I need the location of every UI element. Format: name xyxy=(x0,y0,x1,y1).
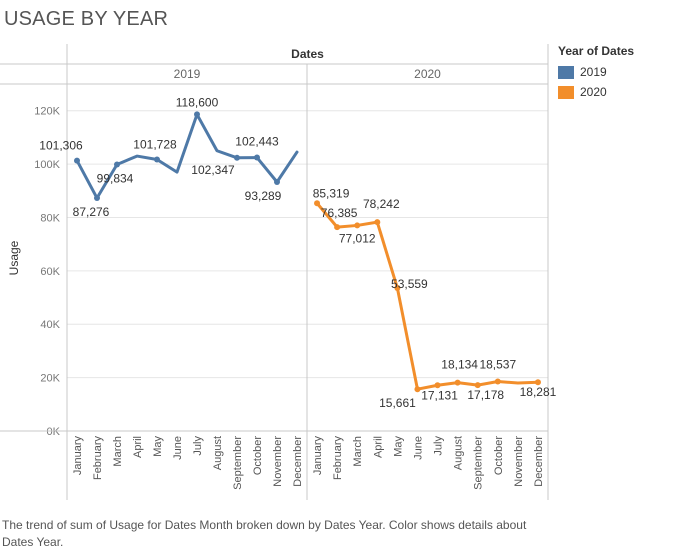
data-label-2020: 78,242 xyxy=(363,197,400,211)
data-label-2020: 17,178 xyxy=(467,388,504,402)
data-point-2019 xyxy=(94,195,100,202)
data-label-2020: 18,537 xyxy=(479,358,516,372)
legend-swatch-2020 xyxy=(558,85,574,99)
y-tick-label: 40K xyxy=(40,319,60,331)
data-label-2020: 15,661 xyxy=(379,396,416,410)
data-point-2019 xyxy=(74,157,80,164)
y-tick-label: 60K xyxy=(40,266,60,278)
data-label-2019: 93,289 xyxy=(245,189,282,203)
data-label-2019: 118,600 xyxy=(176,95,219,109)
data-label-2020: 17,131 xyxy=(421,388,458,402)
data-point-2020 xyxy=(334,224,341,231)
x-tick-label: March xyxy=(112,436,124,467)
legend-title: Year of Dates xyxy=(558,44,635,58)
year-header-2020: 2020 xyxy=(414,67,441,81)
x-tick-label: July xyxy=(192,436,204,456)
data-label-2019: 101,728 xyxy=(133,137,177,151)
data-point-2019 xyxy=(194,111,200,118)
data-label-2020: 18,134 xyxy=(441,358,478,372)
x-tick-label: January xyxy=(72,436,84,476)
series-line-2020 xyxy=(315,201,540,391)
data-point-2020 xyxy=(354,222,361,229)
x-tick-label: September xyxy=(232,436,244,490)
y-tick-label: 100K xyxy=(34,159,60,171)
data-label-2020: 77,012 xyxy=(339,231,376,245)
data-point-2020 xyxy=(454,379,461,386)
legend-item-2020[interactable]: 2020 xyxy=(558,82,634,102)
x-tick-label: October xyxy=(252,436,264,475)
data-label-2020: 53,559 xyxy=(391,277,428,291)
y-tick-label: 0K xyxy=(47,426,61,438)
data-label-2019: 99,834 xyxy=(97,172,134,186)
data-label-2020: 76,385 xyxy=(321,206,358,220)
x-tick-label: October xyxy=(493,436,505,475)
column-header: Dates xyxy=(291,47,324,61)
chart-caption: The trend of sum of Usage for Dates Mont… xyxy=(2,518,527,549)
data-point-2019 xyxy=(114,161,120,168)
y-tick-label: 120K xyxy=(34,106,60,118)
legend-item-2019[interactable]: 2019 xyxy=(558,62,634,82)
legend-swatch-2019 xyxy=(558,65,574,79)
x-tick-label: August xyxy=(453,436,465,470)
x-tick-label: November xyxy=(272,436,284,487)
data-point-2020 xyxy=(434,382,441,389)
data-point-2019 xyxy=(274,178,280,185)
y-tick-label: 80K xyxy=(40,212,60,224)
data-label-2019: 102,443 xyxy=(235,135,279,149)
data-point-2020 xyxy=(414,386,421,393)
data-label-2019: 101,306 xyxy=(39,139,83,153)
x-tick-label: February xyxy=(332,436,344,481)
x-tick-label: May xyxy=(392,436,404,457)
data-point-2019 xyxy=(234,154,240,161)
year-header-2019: 2019 xyxy=(174,67,201,81)
x-tick-label: December xyxy=(292,436,304,487)
legend-label-2020: 2020 xyxy=(580,85,607,99)
data-label-2019: 87,276 xyxy=(73,205,110,219)
data-point-2020 xyxy=(494,378,501,385)
data-point-2020 xyxy=(474,382,481,389)
data-point-2020 xyxy=(314,200,321,207)
data-point-2019 xyxy=(154,156,160,163)
x-tick-label: December xyxy=(533,436,545,487)
data-point-2020 xyxy=(394,285,401,292)
data-point-2020 xyxy=(374,219,381,226)
x-tick-label: August xyxy=(212,436,224,470)
data-point-2019 xyxy=(254,154,260,161)
series-line-2019 xyxy=(75,112,299,200)
data-label-2020: 18,281 xyxy=(520,385,557,399)
x-tick-label: January xyxy=(312,436,324,476)
data-label-2019: 102,347 xyxy=(191,163,235,177)
data-point-2020 xyxy=(534,379,541,386)
x-tick-label: May xyxy=(152,436,164,457)
legend-label-2019: 2019 xyxy=(580,65,607,79)
y-axis-label: Usage xyxy=(7,240,21,275)
x-tick-label: November xyxy=(513,436,525,487)
x-tick-label: September xyxy=(473,436,485,490)
x-tick-label: April xyxy=(372,436,384,458)
legend: Year of Dates 2019 2020 xyxy=(558,44,634,102)
x-tick-label: February xyxy=(92,436,104,481)
x-tick-label: July xyxy=(433,436,445,456)
x-tick-label: June xyxy=(172,436,184,460)
data-label-2020: 85,319 xyxy=(313,186,350,200)
x-tick-label: March xyxy=(352,436,364,467)
x-tick-label: April xyxy=(132,436,144,458)
y-tick-label: 20K xyxy=(40,373,60,385)
x-tick-label: June xyxy=(412,436,424,460)
chart-title: USAGE BY YEAR xyxy=(4,8,169,30)
